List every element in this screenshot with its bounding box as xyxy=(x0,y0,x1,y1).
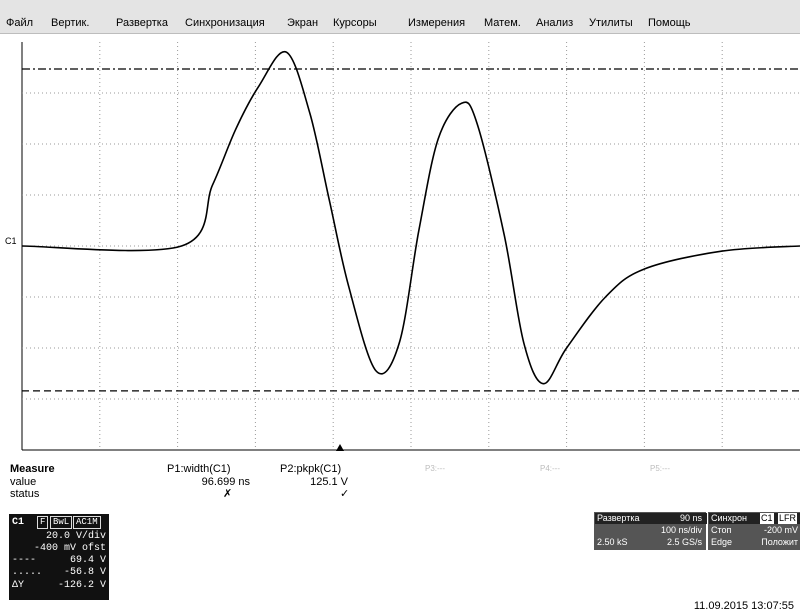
cursor-lines[interactable] xyxy=(22,68,800,392)
cursor2-dot-icon: ..... xyxy=(12,567,43,578)
graticule xyxy=(21,42,800,451)
menu-timebase[interactable]: Развертка xyxy=(116,17,168,29)
measure-p2-status-icon: ✓ xyxy=(340,488,350,500)
channel-tag-filter: F xyxy=(37,516,49,529)
menu-measure[interactable]: Измерения xyxy=(408,17,466,29)
menu-help[interactable]: Помощь xyxy=(648,17,691,29)
measure-title: Measure xyxy=(10,463,55,475)
trigger-mode: Стоп xyxy=(711,525,732,535)
trigger-source: C1 xyxy=(760,513,774,524)
timebase-rate: 2.5 GS/s xyxy=(666,537,702,547)
menu-math[interactable]: Матем. xyxy=(484,17,521,29)
menu-trigger[interactable]: Синхронизация xyxy=(185,17,265,29)
cursor1-value: 69.4 V xyxy=(69,555,106,566)
trigger-title: Синхрон xyxy=(709,513,800,524)
measure-p1-status-icon: ✗ xyxy=(223,488,233,500)
menu-bar: Файл Вертик. Развертка Синхронизация Экр… xyxy=(0,0,800,34)
timebase-delay: 90 ns xyxy=(679,513,702,523)
trigger-level: -200 mV xyxy=(763,525,798,535)
measure-row-value: value xyxy=(10,476,37,488)
channel-vdiv: 20.0 V/div xyxy=(45,531,106,542)
timebase-descriptor[interactable]: Развертка 90 ns 100 ns/div 2.50 kS 2.5 G… xyxy=(594,512,707,550)
trigger-type: Edge xyxy=(711,537,733,547)
timebase-title: Развертка xyxy=(595,513,707,524)
trigger-position-icon[interactable] xyxy=(336,444,344,451)
measure-faint-columns: P3:--- P4:--- P5:--- xyxy=(410,463,670,477)
measure-p2-header[interactable]: P2:pkpk(C1) xyxy=(280,463,342,475)
channel-name: C1 xyxy=(12,517,25,528)
trigger-coupling: LFR xyxy=(778,513,798,524)
measure-p4-header[interactable]: P4:--- xyxy=(540,464,560,473)
cursor-delta-value: -126.2 V xyxy=(57,580,106,591)
channel-marker: C1 xyxy=(5,236,17,246)
measure-row-status: status xyxy=(10,488,40,500)
timebase-samples: 2.50 kS xyxy=(597,537,628,547)
timebase-tdiv: 100 ns/div xyxy=(660,525,702,535)
measure-p1-value: 96.699 ns xyxy=(201,476,250,488)
channel-tag-coupling: AC1M xyxy=(73,516,101,529)
measure-p3-header[interactable]: P3:--- xyxy=(425,464,445,473)
menu-display[interactable]: Экран xyxy=(287,17,319,29)
cursor1-dash-icon: ---- xyxy=(12,555,37,566)
trigger-slope: Положит xyxy=(761,537,798,547)
channel-c1-descriptor[interactable]: C1 F BwL AC1M 20.0 V/div -400 mV ofst --… xyxy=(9,514,109,600)
menu-utilities[interactable]: Утилиты xyxy=(589,17,633,29)
menu-analysis[interactable]: Анализ xyxy=(536,17,574,29)
menu-vertical[interactable]: Вертик. xyxy=(51,17,90,29)
cursor2-value: -56.8 V xyxy=(63,567,106,578)
channel-tag-bwl: BwL xyxy=(50,516,73,529)
waveform-grid: C1 xyxy=(5,42,800,451)
measure-p5-header[interactable]: P5:--- xyxy=(650,464,670,473)
menu-cursors[interactable]: Курсоры xyxy=(333,17,377,29)
measure-table: Measure value status P1:width(C1) 96.699… xyxy=(10,463,430,511)
menu-file[interactable]: Файл xyxy=(6,17,34,29)
measure-p2-value: 125.1 V xyxy=(310,476,348,488)
channel-offset: -400 mV ofst xyxy=(33,543,106,554)
datetime: 11.09.2015 13:07:55 xyxy=(693,600,794,612)
trigger-descriptor[interactable]: Синхрон C1 LFR Стоп -200 mV Edge Положит xyxy=(708,512,800,550)
measure-p1-header[interactable]: P1:width(C1) xyxy=(167,463,231,475)
trace-c1 xyxy=(21,50,800,385)
delta-label: ΔY xyxy=(12,580,25,591)
